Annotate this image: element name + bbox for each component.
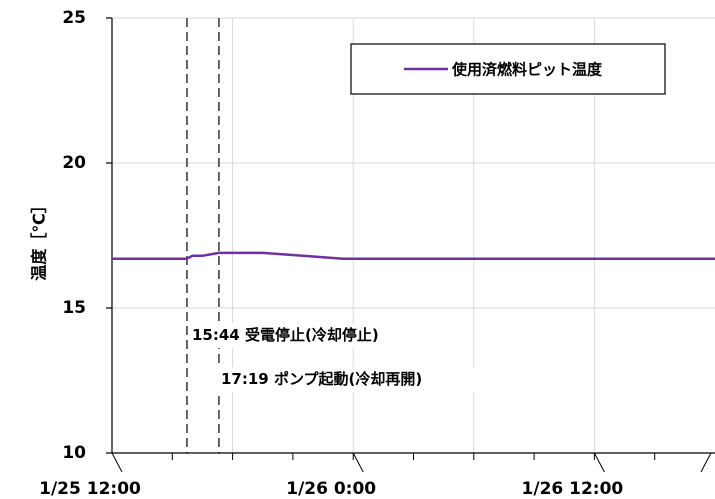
x-major-marker [111, 452, 123, 473]
legend: 使用済燃料ピット温度 [350, 43, 666, 95]
series [112, 251, 715, 260]
legend-box [350, 43, 666, 95]
y-tick-label: 10 [62, 443, 86, 463]
x-tick-label: 1/26 0:00 [286, 479, 376, 499]
x-ticks: 1/25 12:00 1/26 0:00 1/26 12:00 [39, 452, 712, 499]
y-tick-label: 25 [62, 8, 86, 28]
y-ticks: 10 15 20 25 [62, 8, 112, 463]
annotation-label: 15:44 受電停止(冷却停止) [192, 326, 379, 344]
x-major-marker [700, 452, 712, 473]
series-line [112, 251, 715, 260]
x-major-marker [593, 452, 605, 473]
x-tick-label: 1/25 12:00 [39, 479, 141, 499]
y-axis-label: 温度［℃］ [30, 197, 49, 281]
annotation-label-bg [217, 367, 479, 392]
y-tick-label: 20 [62, 153, 86, 173]
annotation-label-bg [188, 323, 450, 348]
x-major-marker [352, 452, 364, 473]
annotation-lines [186, 18, 220, 453]
annotation-label: 17:19 ポンプ起動(冷却再開) [221, 370, 422, 388]
legend-label: 使用済燃料ピット温度 [451, 61, 603, 79]
annotation-labels: 15:44 受電停止(冷却停止) 17:19 ポンプ起動(冷却再開) [188, 323, 479, 392]
y-tick-label: 15 [62, 298, 86, 318]
x-tick-label: 1/26 12:00 [522, 479, 624, 499]
